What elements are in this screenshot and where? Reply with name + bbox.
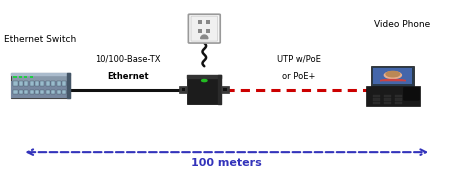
- Bar: [384, 98, 391, 101]
- Bar: [373, 102, 380, 104]
- Text: 10/100-Base-TX: 10/100-Base-TX: [95, 55, 161, 64]
- Text: Video Phone: Video Phone: [374, 20, 430, 29]
- Bar: [373, 98, 380, 101]
- Bar: [221, 86, 229, 93]
- FancyBboxPatch shape: [191, 16, 217, 41]
- Text: Ethernet: Ethernet: [107, 72, 149, 81]
- Bar: [24, 81, 28, 86]
- Circle shape: [384, 72, 401, 79]
- Bar: [35, 81, 39, 86]
- Bar: [224, 88, 227, 91]
- Circle shape: [386, 71, 400, 77]
- Bar: [180, 86, 188, 93]
- Circle shape: [202, 79, 207, 82]
- Bar: [13, 90, 18, 94]
- Bar: [62, 81, 66, 86]
- Text: UTP w/PoE: UTP w/PoE: [277, 55, 321, 64]
- FancyBboxPatch shape: [371, 66, 414, 86]
- Bar: [181, 88, 185, 91]
- Bar: [373, 95, 380, 97]
- Bar: [198, 29, 202, 33]
- Bar: [19, 90, 23, 94]
- Bar: [24, 90, 28, 94]
- Bar: [395, 98, 402, 101]
- Polygon shape: [380, 79, 406, 81]
- Bar: [46, 81, 50, 86]
- Bar: [19, 81, 23, 86]
- Text: 100 meters: 100 meters: [191, 158, 262, 168]
- FancyBboxPatch shape: [374, 68, 412, 84]
- Bar: [51, 81, 55, 86]
- FancyBboxPatch shape: [403, 87, 419, 100]
- Text: Ethernet Switch: Ethernet Switch: [4, 35, 76, 44]
- FancyBboxPatch shape: [11, 73, 70, 98]
- Bar: [384, 95, 391, 97]
- Bar: [51, 90, 55, 94]
- Bar: [40, 90, 44, 94]
- Bar: [30, 76, 33, 78]
- Bar: [198, 20, 202, 24]
- Bar: [13, 76, 17, 78]
- Polygon shape: [201, 35, 208, 39]
- Bar: [35, 90, 39, 94]
- Bar: [24, 76, 27, 78]
- FancyBboxPatch shape: [189, 14, 220, 43]
- FancyBboxPatch shape: [366, 86, 420, 106]
- Bar: [13, 81, 18, 86]
- FancyBboxPatch shape: [11, 81, 70, 98]
- Bar: [30, 90, 34, 94]
- Bar: [206, 29, 210, 33]
- Bar: [395, 95, 402, 97]
- Bar: [40, 81, 44, 86]
- Bar: [206, 20, 210, 24]
- Bar: [384, 102, 391, 104]
- Bar: [57, 90, 61, 94]
- Bar: [46, 90, 50, 94]
- Bar: [19, 76, 22, 78]
- FancyBboxPatch shape: [188, 75, 221, 104]
- Bar: [30, 81, 34, 86]
- Bar: [57, 81, 61, 86]
- Bar: [62, 90, 66, 94]
- Bar: [395, 102, 402, 104]
- Text: or PoE+: or PoE+: [282, 72, 315, 81]
